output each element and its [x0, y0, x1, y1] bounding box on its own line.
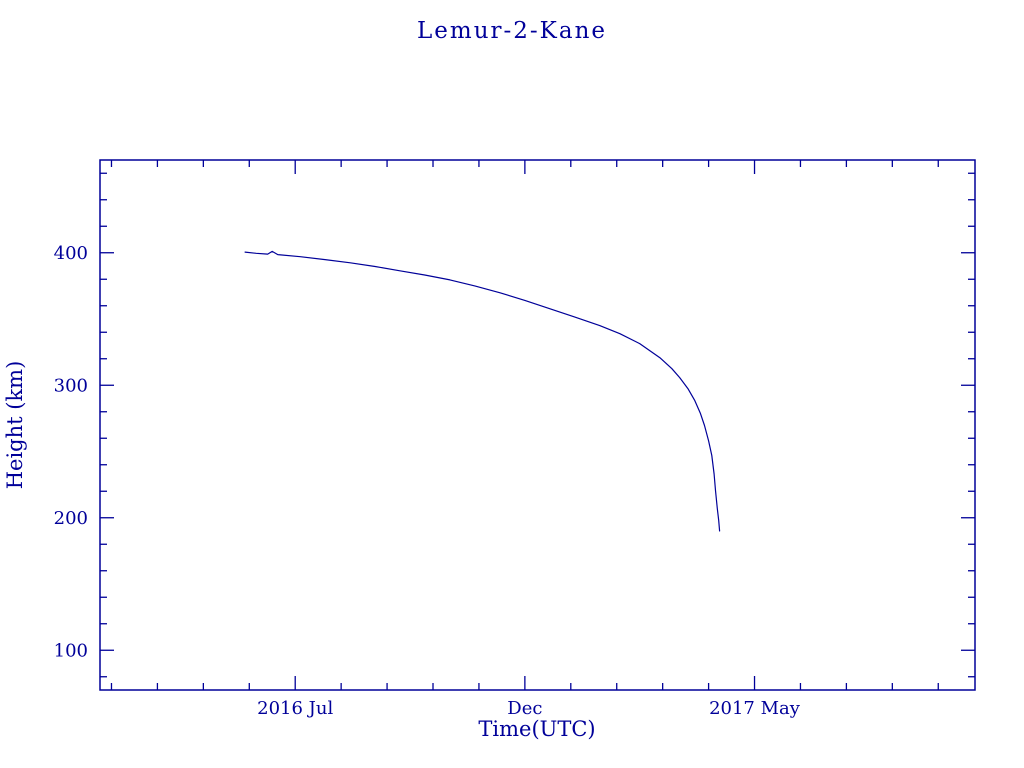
data-line	[244, 250, 721, 532]
chart-layer: 2016 Jul Dec 2017 May 100 200 300 400	[54, 159, 976, 719]
chart-title: Lemur-2-Kane	[417, 18, 607, 44]
y-tick-label: 400	[54, 243, 88, 264]
x-tick-label: 2017 May	[709, 698, 801, 719]
x-tick-label: 2016 Jul	[257, 698, 333, 719]
x-axis-label: Time(UTC)	[478, 717, 595, 741]
y-tick-label: 100	[54, 641, 88, 662]
y-tick-label: 300	[54, 376, 88, 397]
y-axis-label: Height (km)	[3, 361, 27, 490]
x-tick-label: Dec	[507, 698, 542, 719]
y-tick-label: 200	[54, 508, 88, 529]
plot-frame	[99, 159, 976, 691]
